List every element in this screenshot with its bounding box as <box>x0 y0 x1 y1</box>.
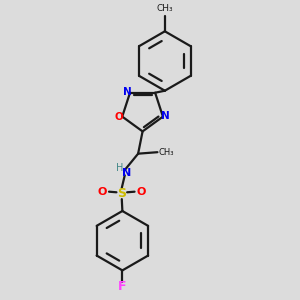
Text: F: F <box>118 280 127 292</box>
Text: O: O <box>137 187 146 197</box>
Text: H: H <box>116 163 123 173</box>
Text: S: S <box>117 187 126 200</box>
Text: CH₃: CH₃ <box>157 4 173 13</box>
Text: O: O <box>115 112 124 122</box>
Text: O: O <box>98 187 107 197</box>
Text: CH₃: CH₃ <box>159 148 174 157</box>
Text: N: N <box>123 87 132 97</box>
Text: N: N <box>122 168 131 178</box>
Text: N: N <box>161 111 170 121</box>
